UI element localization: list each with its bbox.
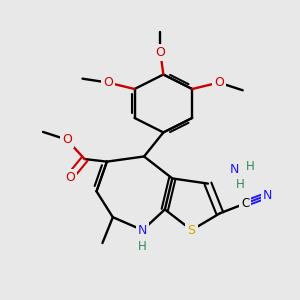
Text: O: O: [155, 46, 165, 59]
Text: H: H: [246, 160, 254, 173]
Text: O: O: [65, 171, 75, 184]
Text: H: H: [236, 178, 244, 191]
Text: O: O: [103, 76, 113, 89]
Text: N: N: [138, 224, 147, 237]
Text: O: O: [214, 76, 224, 89]
Text: C: C: [241, 197, 249, 210]
Text: N: N: [230, 163, 239, 176]
Text: H: H: [138, 240, 147, 254]
Text: S: S: [188, 224, 196, 237]
Text: O: O: [62, 133, 72, 146]
Text: N: N: [263, 189, 272, 202]
